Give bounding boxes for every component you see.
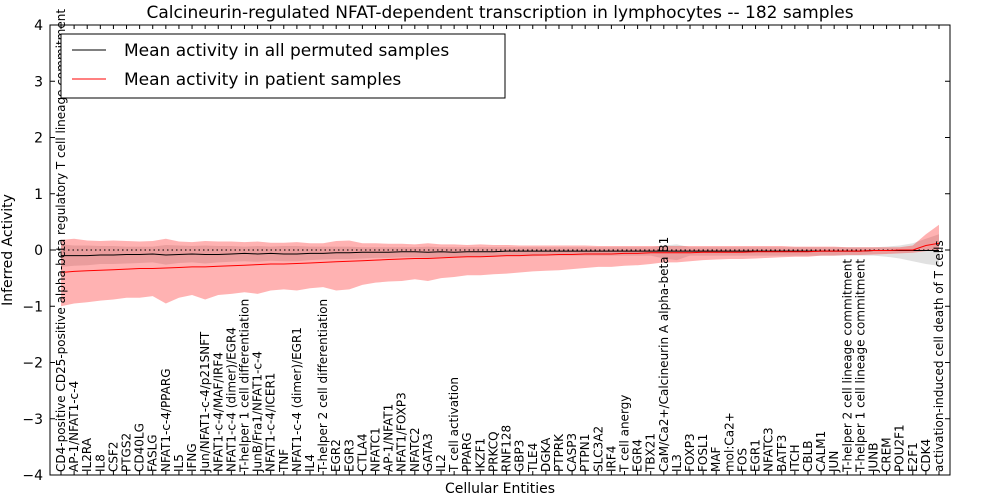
x-axis-label: Cellular Entities [445, 481, 555, 497]
category-label: JunB/Fra1/NFAT1-c-4 [251, 351, 265, 473]
legend-label-permuted: Mean activity in all permuted samples [124, 41, 449, 61]
y-tick-label: 1 [34, 187, 43, 203]
y-tick-label: 2 [34, 131, 43, 147]
band-series-0 [61, 234, 939, 267]
category-label: NFAT1-c-4/ICER1 [264, 373, 278, 472]
category-label: EGR3 [342, 439, 356, 472]
x-axis-ticks [60, 25, 940, 475]
category-labels: CD4-positive CD25-positive alpha-beta re… [54, 9, 946, 473]
category-label: IRF4 [604, 446, 618, 472]
category-label: IL4 [303, 454, 317, 472]
category-label: mol:Ca2+ [722, 412, 736, 472]
category-label: PPARG [460, 432, 474, 472]
category-label: NFATC1 [369, 427, 383, 472]
category-label: ITCH [788, 444, 802, 472]
category-label: EGR2 [329, 439, 343, 472]
y-tick-label: 3 [34, 74, 43, 90]
category-label: IFNG [185, 443, 199, 472]
category-label: activation-induced cell death of T cells [932, 240, 946, 472]
category-label: IL2RA [80, 437, 94, 472]
category-label: MAF [709, 446, 723, 472]
category-label: CREM [880, 437, 894, 472]
category-label: T cell anergy [617, 395, 631, 473]
category-label: E2F1 [906, 442, 920, 472]
confidence-bands [61, 224, 939, 307]
category-label: T-helper 1 cell differentiation [237, 299, 251, 473]
series-line-0 [61, 250, 939, 257]
legend-box [60, 33, 506, 99]
category-label: FOXP3 [683, 433, 697, 472]
category-label: NFATC3 [762, 427, 776, 472]
category-label: DGKA [539, 437, 553, 472]
category-label: AP-1/NFAT1-c-4 [67, 381, 81, 472]
category-label: Jun/NFAT1-c-4/p21SNFT [198, 331, 212, 473]
category-label: TLE4 [526, 443, 540, 473]
category-label: JUN [827, 451, 841, 473]
y-tick-label: 4 [34, 18, 43, 34]
category-label: PTGS2 [120, 433, 134, 472]
category-label: TBX21 [644, 433, 658, 473]
category-label: CASP3 [565, 433, 579, 472]
category-label: CBLB [801, 440, 815, 472]
category-label: IKZF1 [473, 438, 487, 472]
category-label: FASLG [146, 434, 160, 472]
category-label: IL8 [93, 454, 107, 472]
category-label: CDK4 [919, 439, 933, 472]
category-label: IL3 [670, 454, 684, 472]
category-label: PTPN1 [578, 434, 592, 472]
category-label: NFAT1-c-4 (dimer)/EGR1 [290, 327, 304, 472]
category-label: JUNB [866, 442, 880, 473]
category-label: CaM/Ca2+/Calcineurin A alpha-beta B1 [657, 237, 671, 472]
y-tick-label: 0 [34, 243, 43, 259]
category-label: SLC3A2 [591, 426, 605, 472]
chart-title: Calcineurin-regulated NFAT-dependent tra… [146, 3, 853, 23]
band-series-1 [61, 224, 939, 307]
category-label: TNF [277, 449, 291, 473]
category-label: CD4-positive CD25-positive alpha-beta re… [54, 9, 68, 472]
category-label: T-helper 1 cell lineage commitment [853, 259, 867, 473]
category-label: NFATC2 [408, 427, 422, 472]
y-tick-label: −1 [22, 299, 43, 315]
category-label: CSF2 [106, 441, 120, 472]
category-label: RNF128 [500, 425, 514, 472]
category-label: IL2 [434, 454, 448, 472]
y-tick-label: −4 [22, 468, 43, 484]
category-label: BATF3 [775, 435, 789, 472]
y-axis: −4 −3 −2 −1 0 1 2 3 4 [22, 18, 950, 484]
category-label: AP-1/NFAT1 [382, 404, 396, 472]
series-lines [60, 242, 940, 273]
category-label: T-helper 2 cell differentiation [316, 299, 330, 473]
category-label: NFAT1-c-4/PPARG [159, 368, 173, 472]
category-label: CTLA4 [355, 433, 369, 472]
category-label: FOSL1 [696, 434, 710, 472]
category-label: CALM1 [814, 431, 828, 472]
category-label: PRKCQ [486, 431, 500, 472]
series-line-1 [60, 242, 940, 273]
category-label: EGR1 [749, 439, 763, 472]
category-label: T cell activation [447, 377, 461, 473]
category-label: FOS [735, 448, 749, 472]
category-label: GBP3 [513, 440, 527, 472]
y-tick-label: −2 [22, 356, 43, 372]
category-label: GATA3 [421, 433, 435, 472]
legend-label-patient: Mean activity in patient samples [124, 70, 401, 90]
y-tick-label: −3 [22, 412, 43, 428]
category-label: IL5 [172, 454, 186, 472]
category-label: NFAT1-c-4/MAF/IRF4 [211, 352, 225, 472]
category-label: PTPRK [552, 433, 566, 472]
y-axis-label: Inferred Activity [0, 194, 16, 306]
category-label: EGR4 [631, 439, 645, 472]
legend: Mean activity in all permuted samples Me… [60, 33, 506, 99]
category-label: NFAT1-c-4 (dimer)/EGR4 [224, 327, 238, 472]
category-label: NFAT1/FOXP3 [395, 392, 409, 472]
category-label: T-helper 2 cell lineage commitment [840, 259, 854, 473]
category-label: CD40LG [133, 423, 147, 472]
category-label: POU2F1 [893, 424, 907, 472]
